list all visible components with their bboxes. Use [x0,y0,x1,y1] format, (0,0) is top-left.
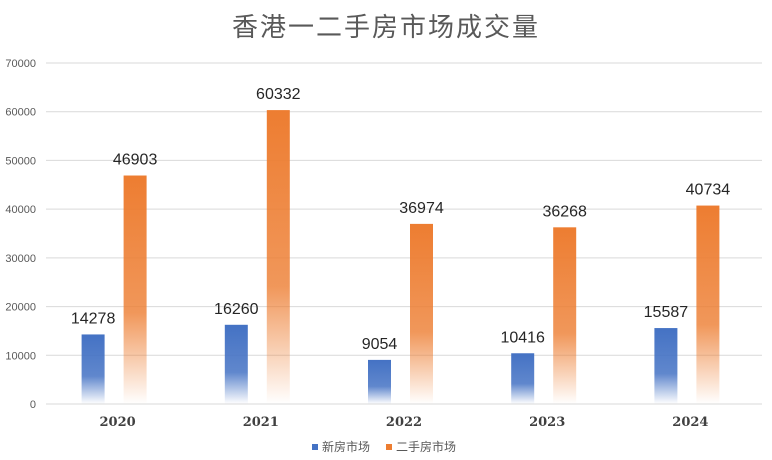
y-tick-label: 70000 [5,58,36,70]
bar-new-2023 [511,353,535,404]
data-label: 15587 [644,304,689,321]
bar-new-2020 [81,334,105,404]
bar-new-2022 [368,359,391,404]
bar-secondhand-2020 [123,175,147,404]
bar-new-2021 [224,324,248,404]
data-label: 60332 [256,86,301,103]
data-label: 14278 [71,310,116,327]
data-label: 36268 [542,203,587,220]
x-tick-label: 2024 [672,415,708,430]
x-axis-ticks: 2020 2021 2022 2023 2024 [100,415,709,430]
y-tick-label: 50000 [5,155,36,167]
y-tick-label: 30000 [5,253,36,265]
gridlines [46,62,762,405]
data-label: 46903 [113,152,158,169]
bar-secondhand-2024 [696,205,720,404]
data-label: 10416 [500,329,545,346]
chart-title: 香港一二手房市场成交量 [232,13,540,43]
legend-swatch [312,444,318,450]
bar-secondhand-2022 [410,223,433,404]
data-label: 40734 [686,182,731,199]
legend-swatch [386,444,392,450]
data-label: 36974 [399,200,444,217]
y-tick-label: 0 [30,399,36,411]
data-labels: 14278 46903 16260 60332 9054 36974 10416 36268 1… [71,86,730,353]
bar-new-2024 [654,328,678,404]
bars [81,110,720,404]
data-label: 16260 [214,301,259,318]
x-tick-label: 2020 [100,415,136,430]
x-tick-label: 2023 [529,415,565,430]
y-axis-ticks: 0 10000 20000 30000 40000 50000 60000 70000 [5,58,36,411]
bar-secondhand-2023 [553,227,577,404]
y-tick-label: 40000 [5,204,36,216]
y-tick-label: 60000 [5,107,36,119]
legend-label: 二手房市场 [396,439,456,454]
bar-secondhand-2021 [266,110,290,404]
legend-label: 新房市场 [322,439,370,454]
x-tick-label: 2021 [243,415,279,430]
y-tick-label: 20000 [5,302,36,314]
data-label: 9054 [362,336,398,353]
y-tick-label: 10000 [5,350,36,362]
x-tick-label: 2022 [386,415,422,430]
legend: 新房市场 二手房市场 [312,439,456,454]
